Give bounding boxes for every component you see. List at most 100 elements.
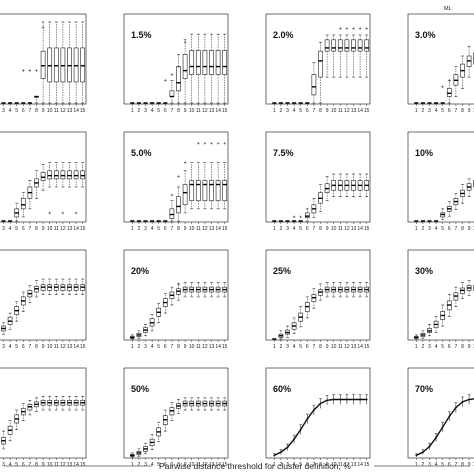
panel-7: 7.5%1 2 3 4 5 6 7 8 9 10 11 12 13 14 15 xyxy=(265,131,371,232)
x-tick-label: 9 xyxy=(184,226,187,232)
x-tick-label: 3 xyxy=(2,344,5,350)
x-tick-label: 12 xyxy=(202,344,208,350)
outlier-mark xyxy=(197,141,200,145)
x-tick-label: 3 xyxy=(144,462,147,468)
x-tick-label: 8 xyxy=(177,344,180,350)
mean-point xyxy=(359,398,361,401)
mean-point xyxy=(352,398,355,401)
x-tick-label: 4 xyxy=(435,226,438,232)
x-tick-label: 8 xyxy=(35,344,38,350)
panel-11: 25%1 2 3 4 5 6 7 8 9 10 11 12 13 14 15 xyxy=(265,249,371,350)
x-tick-label: 15 xyxy=(80,344,86,350)
outlier-mark xyxy=(170,73,174,76)
x-tick-label: 5 xyxy=(441,462,444,468)
outlier-mark xyxy=(223,141,226,145)
x-tick-label: 4 xyxy=(435,344,438,350)
outlier-mark xyxy=(183,161,187,164)
box xyxy=(40,172,46,181)
x-tick-label: 6 xyxy=(306,462,309,468)
x-tick-label: 15 xyxy=(364,108,370,114)
outlier-mark xyxy=(216,141,220,145)
x-tick-label: 10 xyxy=(189,344,195,350)
x-tick-label: 12 xyxy=(344,462,350,468)
panel-frame xyxy=(123,249,229,341)
box xyxy=(357,39,363,52)
x-tick-label: 4 xyxy=(9,108,12,114)
x-tick-label: 8 xyxy=(35,108,38,114)
box xyxy=(304,212,310,219)
box xyxy=(195,180,201,202)
outlier-mark xyxy=(345,27,349,30)
mean-point xyxy=(422,451,424,454)
x-tick-label: 1 xyxy=(131,462,134,468)
x-tick-label: 9 xyxy=(42,462,45,468)
x-tick-label: 5 xyxy=(299,344,302,350)
x-tick-label: 10 xyxy=(47,344,53,350)
x-tick-label: 15 xyxy=(364,226,370,232)
x-tick-label: 13 xyxy=(209,344,215,350)
panel-grid: %1234567891011121314151.5%12345678910111… xyxy=(0,13,474,468)
box xyxy=(215,180,221,202)
x-tick-label: 3 xyxy=(2,108,5,114)
x-tick-label: 4 xyxy=(151,344,154,350)
box xyxy=(337,39,343,52)
x-tick-label: 4 xyxy=(435,462,438,468)
x-tick-label: 8 xyxy=(461,226,464,232)
x-tick-label: 8 xyxy=(461,462,464,468)
panel-frame xyxy=(0,131,87,223)
mean-point xyxy=(332,398,335,401)
mean-point xyxy=(365,398,368,401)
mean-point xyxy=(339,398,342,401)
box xyxy=(80,170,86,180)
x-tick-label: 5 xyxy=(15,108,18,114)
box xyxy=(176,196,181,214)
mean-point xyxy=(428,445,431,448)
x-tick-label: 4 xyxy=(9,344,12,350)
panel-14: 50%1 2 3 4 5 6 7 8 9 10 11 12 13 14 15 xyxy=(123,367,229,468)
box xyxy=(189,50,195,75)
outlier-mark xyxy=(365,27,368,30)
x-tick-label: 1 xyxy=(273,462,276,468)
box xyxy=(169,208,175,219)
x-tick-label: 3 xyxy=(286,226,289,232)
x-tick-label: 3 xyxy=(428,462,431,468)
x-tick-label: 14 xyxy=(357,462,363,468)
x-tick-label: 4 xyxy=(293,344,296,350)
mean-point xyxy=(455,406,457,409)
x-tick-label: 6 xyxy=(306,226,309,232)
x-tick-label: 2 xyxy=(138,226,141,232)
mean-point xyxy=(441,426,444,428)
x-tick-label: 2 xyxy=(422,226,425,232)
x-tick-label: 12 xyxy=(202,462,208,468)
x-tick-label: 11 xyxy=(54,226,59,232)
panel-label: 7.5% xyxy=(273,148,294,158)
x-tick-label: 4 xyxy=(435,108,438,114)
panel-frame xyxy=(407,249,474,341)
x-tick-label: 5 xyxy=(15,344,18,350)
box xyxy=(202,180,208,202)
x-tick-label: 5 xyxy=(15,226,18,232)
x-tick-label: 8 xyxy=(319,344,322,350)
x-tick-label: 10 xyxy=(47,462,53,468)
box xyxy=(215,50,221,75)
x-tick-label: 6 xyxy=(448,344,451,350)
outlier-mark xyxy=(210,141,213,145)
x-tick-label: 8 xyxy=(319,108,322,114)
panel-6: 5.0%1 2 3 4 5 6 7 8 9 10 11 12 13 14 15 xyxy=(123,131,229,232)
x-tick-label: 7 xyxy=(29,344,32,350)
x-tick-label: 13 xyxy=(67,226,73,232)
x-tick-label: 7 xyxy=(455,344,458,350)
panel-frame xyxy=(407,131,474,223)
outlier-mark xyxy=(339,27,342,30)
x-tick-label: 5 xyxy=(157,344,160,350)
x-tick-label: 8 xyxy=(319,462,322,468)
outlier-mark xyxy=(35,69,38,72)
x-tick-label: 7 xyxy=(455,108,458,114)
outlier-mark xyxy=(22,69,25,72)
x-tick-label: 14 xyxy=(215,108,221,114)
mean-point xyxy=(313,409,315,411)
x-tick-label: 9 xyxy=(42,344,45,350)
outlier-mark xyxy=(177,65,180,68)
x-tick-label: 6 xyxy=(22,226,25,232)
